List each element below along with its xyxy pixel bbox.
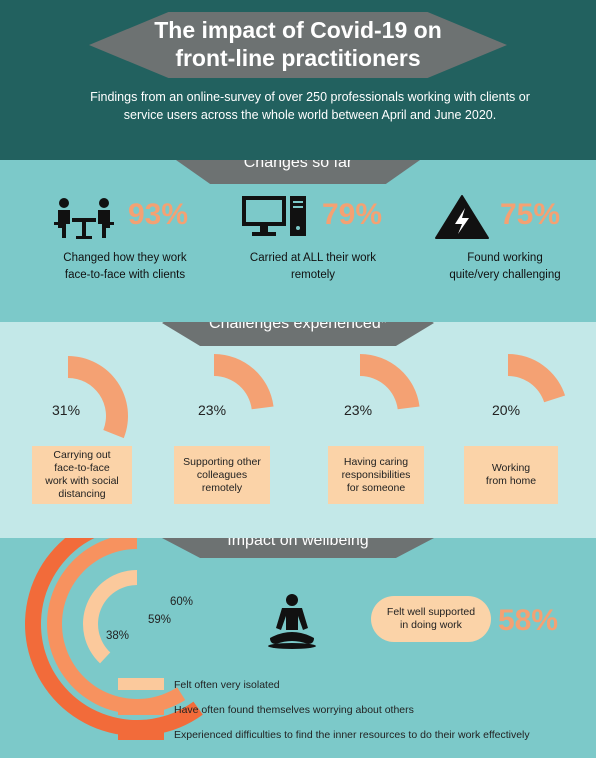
computer-icon xyxy=(242,196,306,236)
wellbeing-ring-2 xyxy=(47,538,186,714)
changes-label-1-line-2: face-to-face with clients xyxy=(64,269,186,281)
challenge-label-3-line-3: for someone xyxy=(346,481,406,494)
changes-heading: Changes so far xyxy=(243,160,353,171)
challenge-label-4-line-1: Working xyxy=(491,462,531,474)
challenge-label-1-line-1: Carrying out xyxy=(53,449,111,461)
wellbeing-value-3: 38% xyxy=(106,630,130,642)
challenge-label-2-line-3: remotely xyxy=(201,481,243,494)
subtitle-line-2: service users across the whole world bet… xyxy=(123,108,497,122)
support-label-line-1: Felt well supported xyxy=(386,606,476,618)
wellbeing-value-1: 60% xyxy=(170,596,194,608)
support-label: Felt well supported in doing work xyxy=(371,596,491,642)
legend-swatch-worrying xyxy=(118,703,164,715)
challenges-banner-shape xyxy=(162,322,434,346)
title-line-1: The impact of Covid-19 on xyxy=(154,17,442,43)
changes-label-3: Found working quite/very challenging xyxy=(420,250,590,284)
wellbeing-heading: Impact on wellbeing xyxy=(227,538,369,549)
challenge-label-3: Having caring responsibilities for someo… xyxy=(328,446,424,504)
challenges-section: Challenges experienced* 31% 23% 23% 20% … xyxy=(0,322,596,538)
challenge-value-3: 23% xyxy=(344,402,373,418)
challenge-value-2: 23% xyxy=(198,402,227,418)
challenge-value-1: 31% xyxy=(52,402,81,418)
support-value: 58% xyxy=(498,604,559,637)
challenges-arcs xyxy=(68,354,566,439)
changes-value-1: 93% xyxy=(128,198,189,231)
changes-value-2: 79% xyxy=(322,198,383,231)
challenge-label-1: Carrying out face-to-face work with soci… xyxy=(32,446,132,504)
warning-lightning-icon xyxy=(435,195,489,239)
wellbeing-ring-3 xyxy=(83,570,137,664)
changes-label-2-line-2: remotely xyxy=(290,269,336,281)
challenge-label-1-line-4: distancing xyxy=(58,488,106,500)
title-banner xyxy=(89,12,507,78)
challenge-arc-4 xyxy=(508,354,566,403)
subtitle-line-1: Findings from an online-survey of over 2… xyxy=(90,90,530,104)
challenge-value-4: 20% xyxy=(492,402,521,418)
wellbeing-ring-1 xyxy=(25,538,203,736)
legend-swatch-inner-resources xyxy=(118,728,164,740)
challenge-label-2-line-2: colleagues xyxy=(196,468,248,481)
changes-label-3-line-1: Found working xyxy=(467,252,543,264)
changes-label-2-line-1: Carried at ALL their work xyxy=(249,252,377,264)
challenge-arc-2 xyxy=(214,354,274,410)
challenge-label-1-line-2: face-to-face xyxy=(54,462,110,474)
challenge-label-3-line-1: Having caring xyxy=(343,455,409,468)
wellbeing-value-2: 59% xyxy=(148,614,172,626)
wellbeing-rings xyxy=(25,538,203,736)
header-section: The impact of Covid-19 on front-line pra… xyxy=(0,0,596,160)
legend-label-worrying: Have often found themselves worrying abo… xyxy=(174,704,414,716)
challenge-label-1-line-3: work with social xyxy=(45,475,119,487)
wellbeing-banner-shape xyxy=(162,538,434,558)
page-title: The impact of Covid-19 on front-line pra… xyxy=(0,16,596,72)
meditation-icon xyxy=(268,594,316,649)
challenges-heading: Challenges experienced* xyxy=(209,322,387,332)
changes-label-3-line-2: quite/very challenging xyxy=(449,269,561,281)
challenge-arc-1 xyxy=(68,356,128,439)
challenge-label-4-line-2: from home xyxy=(485,475,537,487)
changes-banner-shape xyxy=(176,160,420,184)
changes-value-3: 75% xyxy=(500,198,561,231)
challenge-label-2: Supporting other colleagues remotely xyxy=(174,446,270,504)
subtitle: Findings from an online-survey of over 2… xyxy=(40,88,580,124)
title-line-2: front-line practitioners xyxy=(175,45,421,71)
legend-label-isolated: Felt often very isolated xyxy=(174,679,280,691)
legend-label-inner-resources: Experienced difficulties to find the inn… xyxy=(174,729,530,741)
wellbeing-section: Impact on wellbeing 60% 59% 38% Felt oft… xyxy=(0,538,596,758)
people-meeting-icon xyxy=(54,198,114,239)
changes-section: Changes so far 93% Changed how they work… xyxy=(0,160,596,322)
changes-label-1: Changed how they work face-to-face with … xyxy=(40,250,210,284)
challenge-label-3-line-2: responsibilities xyxy=(341,468,411,481)
changes-label-2: Carried at ALL their work remotely xyxy=(228,250,398,284)
challenge-label-4: Working from home xyxy=(464,446,558,504)
legend-swatch-isolated xyxy=(118,678,164,690)
challenge-arc-3 xyxy=(360,354,420,410)
changes-label-1-line-1: Changed how they work xyxy=(63,252,187,264)
challenge-label-2-line-1: Supporting other xyxy=(183,455,261,468)
support-label-line-2: in doing work xyxy=(400,619,462,631)
